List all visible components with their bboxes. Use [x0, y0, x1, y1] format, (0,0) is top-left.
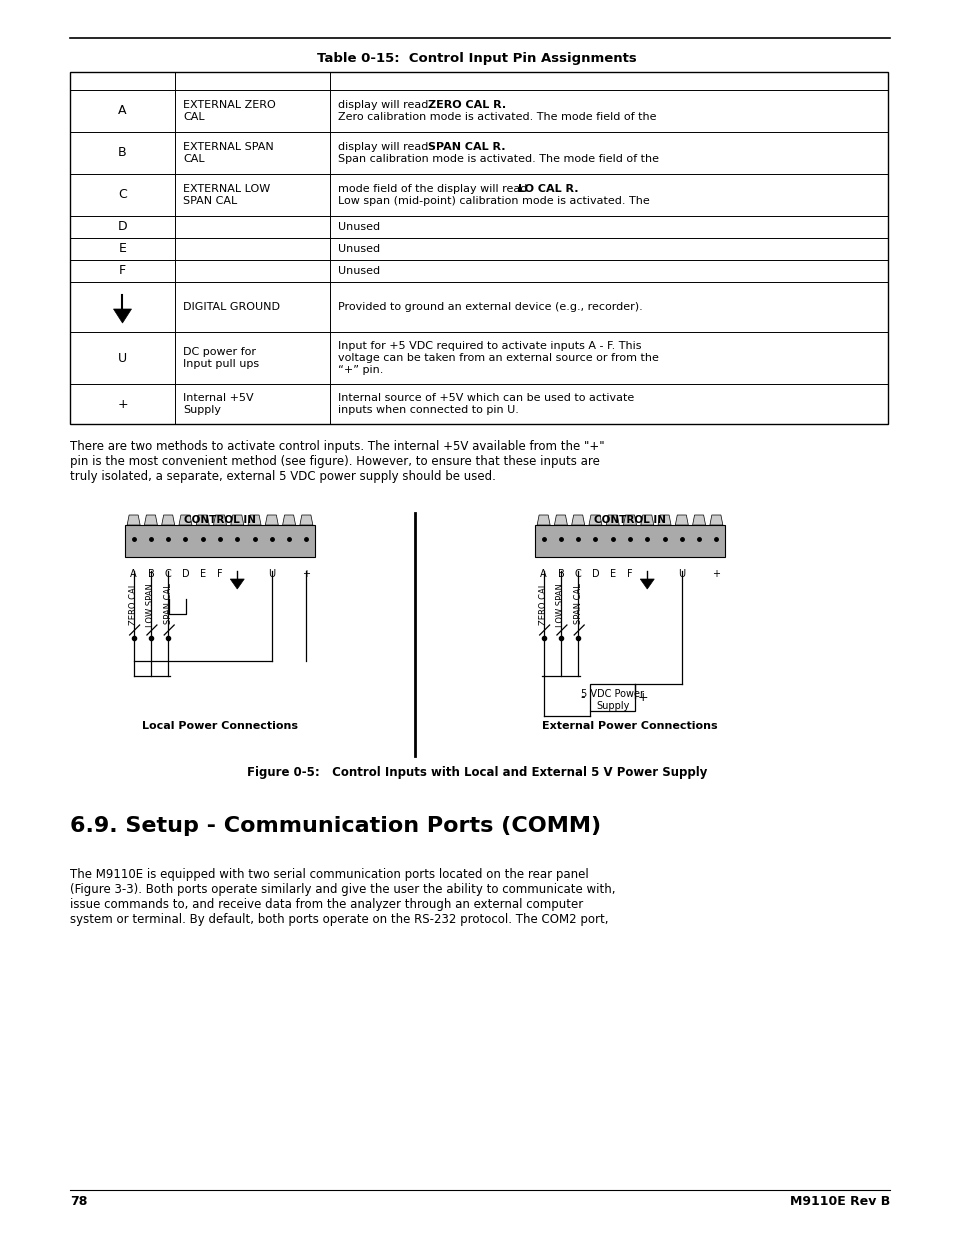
Bar: [535, 525, 724, 557]
Text: U: U: [268, 569, 275, 579]
Text: Local Power Connections: Local Power Connections: [142, 721, 297, 731]
Polygon shape: [640, 515, 653, 525]
Bar: [125, 525, 314, 557]
Polygon shape: [675, 515, 687, 525]
Polygon shape: [537, 515, 550, 525]
Text: ZERO CAL R.: ZERO CAL R.: [428, 100, 506, 110]
Text: EXTERNAL LOW
SPAN CAL: EXTERNAL LOW SPAN CAL: [183, 184, 270, 206]
Text: EXTERNAL SPAN
CAL: EXTERNAL SPAN CAL: [183, 142, 274, 164]
Text: Unused: Unused: [337, 245, 379, 254]
Text: Zero calibration mode is activated. The mode field of the: Zero calibration mode is activated. The …: [337, 112, 656, 122]
Text: Figure 0-5:   Control Inputs with Local and External 5 V Power Supply: Figure 0-5: Control Inputs with Local an…: [247, 766, 706, 779]
Text: C: C: [118, 189, 127, 201]
Polygon shape: [127, 515, 140, 525]
Text: Unused: Unused: [337, 266, 379, 275]
Text: A: A: [118, 105, 127, 117]
Polygon shape: [113, 309, 132, 324]
Text: D: D: [117, 221, 127, 233]
Text: 6.9. Setup - Communication Ports (COMM): 6.9. Setup - Communication Ports (COMM): [70, 816, 600, 836]
Text: D: D: [591, 569, 598, 579]
Text: U: U: [678, 569, 684, 579]
Text: Unused: Unused: [337, 222, 379, 232]
Polygon shape: [554, 515, 567, 525]
Text: U: U: [118, 352, 127, 364]
Text: SPAN CAL: SPAN CAL: [164, 583, 172, 624]
Text: +: +: [637, 692, 648, 704]
Polygon shape: [196, 515, 209, 525]
Polygon shape: [230, 579, 244, 589]
Text: +: +: [117, 398, 128, 410]
Polygon shape: [213, 515, 226, 525]
Polygon shape: [248, 515, 261, 525]
Text: C: C: [575, 569, 581, 579]
Text: F: F: [626, 569, 632, 579]
Bar: [590, 684, 635, 711]
Text: LO CAL R.: LO CAL R.: [517, 184, 578, 194]
Polygon shape: [231, 515, 244, 525]
Text: The M9110E is equipped with two serial communication ports located on the rear p: The M9110E is equipped with two serial c…: [70, 868, 615, 926]
Text: ZERO CAL: ZERO CAL: [129, 583, 138, 625]
Text: M9110E Rev B: M9110E Rev B: [789, 1195, 889, 1208]
Polygon shape: [162, 515, 174, 525]
Text: LOW SPAN: LOW SPAN: [556, 583, 565, 627]
Text: LOW SPAN: LOW SPAN: [146, 583, 155, 627]
Text: CONTROL IN: CONTROL IN: [594, 515, 665, 525]
Text: 78: 78: [70, 1195, 88, 1208]
Text: display will read: display will read: [337, 142, 432, 152]
Text: E: E: [118, 242, 127, 256]
Text: CONTROL IN: CONTROL IN: [184, 515, 255, 525]
Text: B: B: [557, 569, 563, 579]
Text: Table 0-15:  Control Input Pin Assignments: Table 0-15: Control Input Pin Assignment…: [316, 52, 637, 65]
Text: +: +: [712, 569, 720, 579]
Text: C: C: [165, 569, 172, 579]
Text: B: B: [148, 569, 154, 579]
Text: mode field of the display will read: mode field of the display will read: [337, 184, 530, 194]
Text: B: B: [118, 147, 127, 159]
Text: +: +: [302, 569, 310, 579]
Text: Span calibration mode is activated. The mode field of the: Span calibration mode is activated. The …: [337, 154, 659, 164]
Polygon shape: [299, 515, 313, 525]
Polygon shape: [605, 515, 618, 525]
Polygon shape: [709, 515, 722, 525]
Polygon shape: [692, 515, 705, 525]
Polygon shape: [623, 515, 636, 525]
Text: EXTERNAL ZERO
CAL: EXTERNAL ZERO CAL: [183, 100, 275, 122]
Text: ZERO CAL: ZERO CAL: [538, 583, 548, 625]
Text: Internal +5V
Supply: Internal +5V Supply: [183, 393, 253, 415]
Polygon shape: [571, 515, 584, 525]
Text: Internal source of +5V which can be used to activate
inputs when connected to pi: Internal source of +5V which can be used…: [337, 393, 634, 415]
Text: F: F: [119, 264, 126, 278]
Polygon shape: [265, 515, 278, 525]
Text: D: D: [181, 569, 189, 579]
Text: Provided to ground an external device (e.g., recorder).: Provided to ground an external device (e…: [337, 303, 642, 312]
Text: There are two methods to activate control inputs. The internal +5V available fro: There are two methods to activate contro…: [70, 440, 604, 483]
Text: SPAN CAL R.: SPAN CAL R.: [428, 142, 505, 152]
Polygon shape: [144, 515, 157, 525]
Text: Input for +5 VDC required to activate inputs A - F. This
voltage can be taken fr: Input for +5 VDC required to activate in…: [337, 341, 659, 374]
Polygon shape: [588, 515, 601, 525]
Polygon shape: [658, 515, 670, 525]
Text: 5 VDC Power
Supply: 5 VDC Power Supply: [580, 689, 643, 710]
Polygon shape: [282, 515, 295, 525]
Text: External Power Connections: External Power Connections: [541, 721, 717, 731]
Text: SPAN CAL: SPAN CAL: [573, 583, 582, 624]
Text: F: F: [217, 569, 223, 579]
Text: A: A: [131, 569, 137, 579]
Polygon shape: [639, 579, 654, 589]
Text: A: A: [539, 569, 546, 579]
Text: Low span (mid-point) calibration mode is activated. The: Low span (mid-point) calibration mode is…: [337, 196, 649, 206]
Text: display will read: display will read: [337, 100, 432, 110]
Text: E: E: [199, 569, 206, 579]
Text: DIGITAL GROUND: DIGITAL GROUND: [183, 303, 280, 312]
Polygon shape: [179, 515, 192, 525]
Text: E: E: [609, 569, 615, 579]
Text: -: -: [579, 692, 584, 704]
Text: DC power for
Input pull ups: DC power for Input pull ups: [183, 347, 259, 369]
Bar: [70, 72, 887, 424]
